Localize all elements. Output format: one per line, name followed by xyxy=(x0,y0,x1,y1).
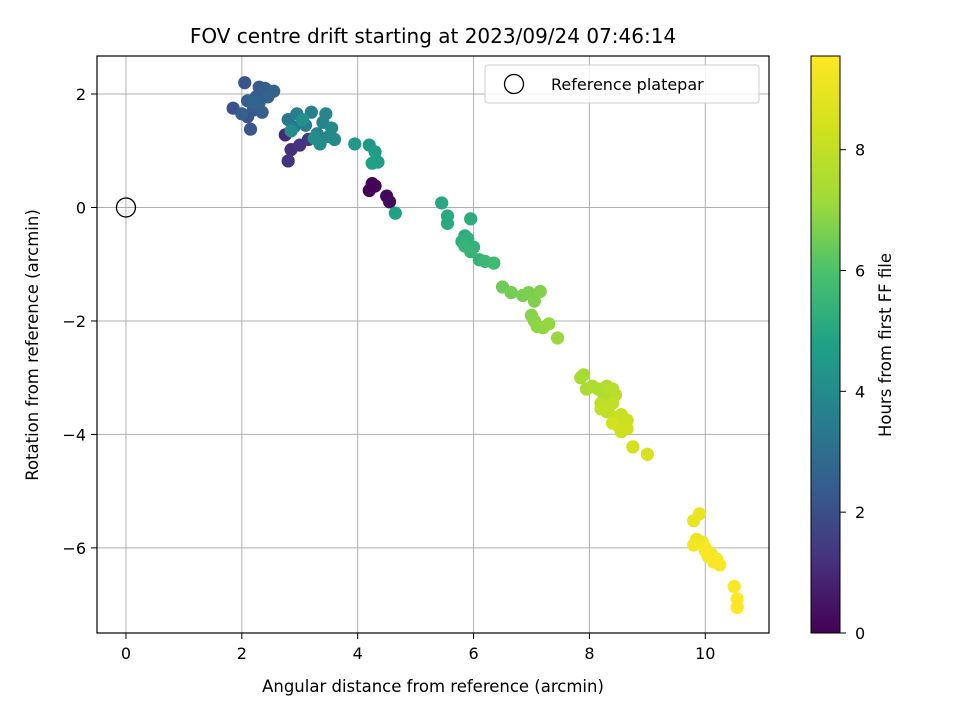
data-point xyxy=(698,541,712,555)
data-point xyxy=(368,145,382,159)
data-point xyxy=(243,122,258,136)
y-tick-label: −6 xyxy=(62,539,86,558)
data-point xyxy=(319,107,333,121)
colorbar-tick-label: 6 xyxy=(855,261,865,280)
data-point xyxy=(435,196,449,210)
y-axis-label: Rotation from reference (arcmin) xyxy=(23,209,42,481)
colorbar-label: Hours from first FF file xyxy=(876,253,895,437)
data-point xyxy=(246,95,261,110)
colorbar xyxy=(810,55,841,634)
x-tick-label: 2 xyxy=(237,644,247,663)
colorbar-tick-label: 0 xyxy=(855,624,865,643)
x-axis-ticks: 0 2 4 6 8 10 xyxy=(121,633,715,663)
x-tick-label: 0 xyxy=(121,644,131,663)
data-point xyxy=(464,212,478,226)
colorbar-ticks: 0 2 4 6 8 xyxy=(840,141,865,643)
colorbar-tick-label: 8 xyxy=(855,141,865,160)
legend-label: Reference platepar xyxy=(551,75,704,94)
y-tick-label: 2 xyxy=(76,85,86,104)
data-point xyxy=(304,105,318,119)
reference-point xyxy=(115,197,137,218)
data-point xyxy=(605,396,620,410)
x-tick-label: 6 xyxy=(468,644,478,663)
data-point xyxy=(382,195,397,209)
data-point xyxy=(727,579,741,594)
data-point xyxy=(261,90,275,104)
grid-lines xyxy=(97,56,769,633)
data-point xyxy=(542,317,556,331)
data-point xyxy=(594,402,608,416)
data-point xyxy=(327,132,342,147)
legend-box xyxy=(484,64,760,104)
data-point xyxy=(464,245,478,259)
data-point xyxy=(574,371,588,385)
data-point xyxy=(626,440,640,454)
data-point xyxy=(692,507,707,521)
x-axis-label: Angular distance from reference (arcmin) xyxy=(262,677,604,696)
data-point xyxy=(550,331,565,345)
data-point xyxy=(238,76,252,90)
data-point xyxy=(284,124,298,138)
legend-marker-open-circle xyxy=(503,73,525,95)
y-tick-label: −2 xyxy=(62,312,86,331)
data-point xyxy=(620,422,634,436)
x-tick-label: 10 xyxy=(695,644,715,663)
data-point xyxy=(307,131,321,145)
data-point xyxy=(687,538,701,552)
data-point xyxy=(365,156,379,170)
data-point xyxy=(527,294,541,308)
data-point xyxy=(440,216,455,230)
y-axis-ticks: 2 0 −2 −4 −6 xyxy=(62,85,97,558)
reference-platepar-marker xyxy=(115,197,137,218)
data-point xyxy=(730,600,744,615)
data-point xyxy=(487,256,501,270)
colorbar-tick-label: 2 xyxy=(855,503,865,522)
data-point xyxy=(605,416,620,430)
y-tick-label: 0 xyxy=(76,198,86,217)
data-point xyxy=(296,112,310,127)
data-point xyxy=(504,285,518,300)
legend: Reference platepar xyxy=(484,64,760,104)
colorbar-tick-label: 4 xyxy=(855,382,865,401)
plot-frame xyxy=(96,55,770,634)
data-point xyxy=(348,137,362,151)
data-point xyxy=(368,179,382,193)
data-points xyxy=(226,76,744,615)
data-point xyxy=(235,107,249,121)
data-point xyxy=(281,154,295,168)
x-tick-label: 4 xyxy=(353,644,363,663)
data-point xyxy=(388,206,402,220)
data-point xyxy=(713,558,727,572)
data-point xyxy=(325,121,339,135)
data-point xyxy=(533,284,547,299)
chart-title: FOV centre drift starting at 2023/09/24 … xyxy=(190,24,676,48)
data-point xyxy=(640,447,654,461)
y-tick-label: −4 xyxy=(62,425,86,444)
x-tick-label: 8 xyxy=(584,644,594,663)
